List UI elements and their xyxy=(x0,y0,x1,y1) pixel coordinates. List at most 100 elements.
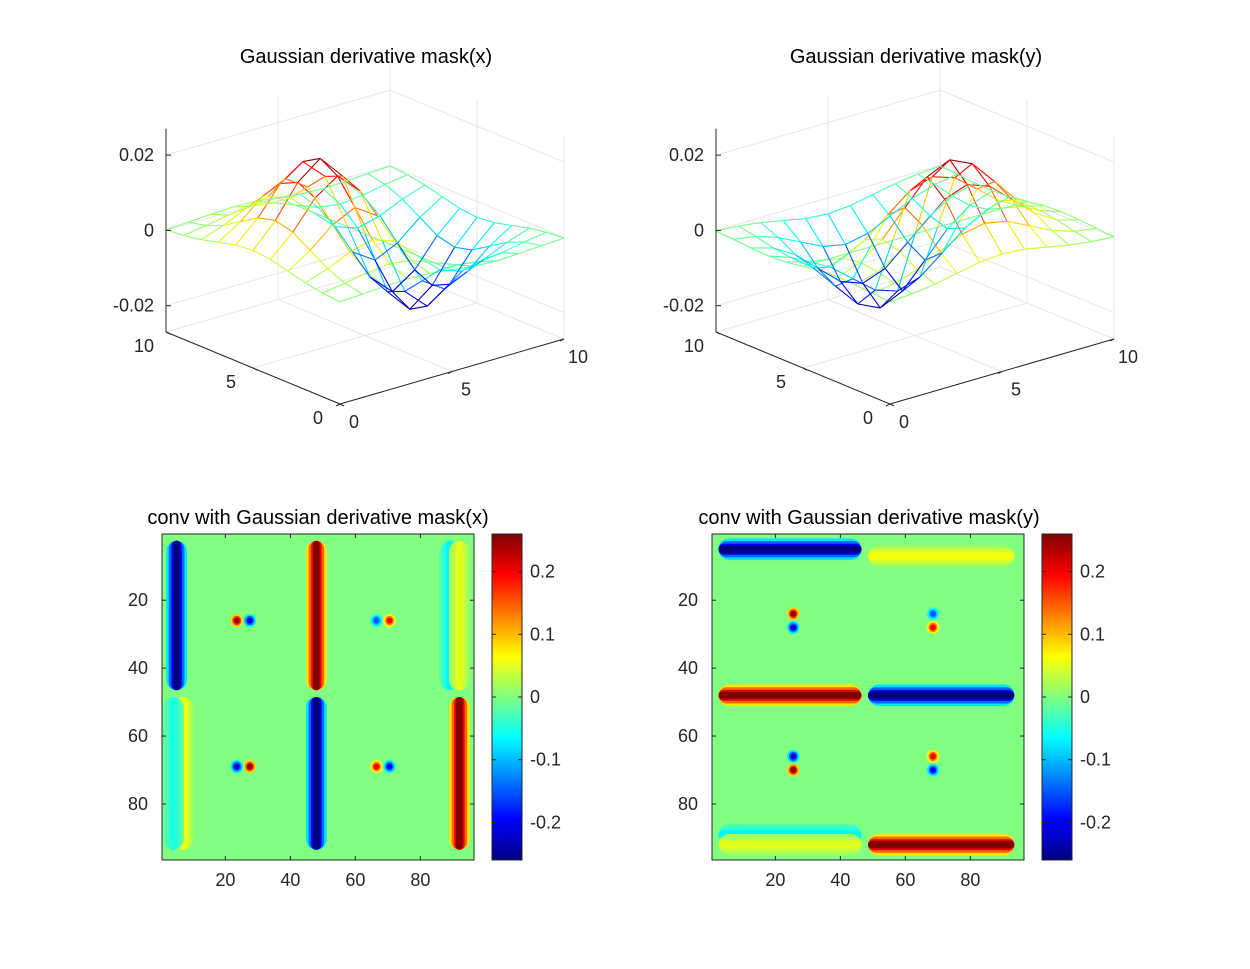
mesh-edge xyxy=(494,222,512,227)
mesh-edge xyxy=(349,239,373,253)
mesh-edge xyxy=(867,233,886,269)
mesh-edge xyxy=(257,183,281,219)
mesh-edge xyxy=(476,216,495,224)
mesh-edge xyxy=(449,271,468,285)
mesh-edge xyxy=(287,249,311,272)
colorbar-tick-label: 0.2 xyxy=(530,562,555,582)
y-tick xyxy=(339,403,345,407)
mesh-edge xyxy=(872,183,896,196)
mesh-edge xyxy=(778,236,801,243)
mesh-edge xyxy=(1096,227,1115,238)
colorbar-tick-label: 0.1 xyxy=(1080,624,1105,644)
mesh-edge xyxy=(979,253,1003,263)
mesh-edge xyxy=(959,213,983,222)
mesh-edge xyxy=(275,219,294,233)
x-tick-label: 80 xyxy=(960,870,980,890)
mesh-edge xyxy=(839,281,859,305)
mesh-edge xyxy=(917,165,941,175)
mesh-edge xyxy=(404,290,428,307)
mesh-edge xyxy=(402,184,426,200)
mesh-edge xyxy=(304,268,328,284)
mesh-edge xyxy=(404,280,423,292)
heatmap-plot-x[interactable]: conv with Gaussian derivative mask(x) 20… xyxy=(128,507,561,890)
mesh-edge xyxy=(407,174,426,186)
mesh-edge xyxy=(466,258,485,273)
mesh-edge xyxy=(362,183,386,196)
plot-title: conv with Gaussian derivative mask(x) xyxy=(147,507,488,529)
mesh-edge xyxy=(917,173,936,185)
mesh-edge xyxy=(1034,212,1057,221)
mesh-edge xyxy=(290,197,314,213)
mesh-edge xyxy=(738,225,757,237)
mesh-edge xyxy=(715,230,734,240)
mesh-edge xyxy=(347,226,371,278)
heatmap-plot-y[interactable]: conv with Gaussian derivative mask(y) 20… xyxy=(678,507,1111,890)
stroke-band xyxy=(313,697,320,850)
mesh-edge xyxy=(290,186,309,199)
z-tick-label: -0.02 xyxy=(663,296,704,316)
mesh-edge xyxy=(969,190,993,206)
x-tick-label: 20 xyxy=(765,870,785,890)
mesh-edge xyxy=(240,217,259,223)
x-tick-label: 5 xyxy=(461,380,471,400)
mesh-edge xyxy=(926,176,946,200)
mesh-edge xyxy=(1004,205,1023,209)
x-tick-label: 5 xyxy=(1011,380,1021,400)
x-tick-label: 40 xyxy=(830,870,850,890)
y-tick xyxy=(715,331,721,335)
mesh-edge xyxy=(934,173,958,185)
tick-labels: 0 5 10 0 5 10 -0.02 0 0.02 xyxy=(113,145,588,432)
mesh-edge xyxy=(384,183,403,200)
mesh-edge xyxy=(984,220,1008,224)
colorbar-tick-label: -0.1 xyxy=(1080,750,1111,770)
mesh-edge xyxy=(317,203,341,208)
stroke-band xyxy=(170,697,177,850)
mesh-edge xyxy=(844,244,864,284)
heatmap-dot xyxy=(383,614,396,628)
mesh-edge xyxy=(292,231,311,251)
mesh-edge xyxy=(837,261,861,278)
y-tick xyxy=(889,403,895,407)
mesh-edge xyxy=(511,224,530,229)
surface-plot-y[interactable]: Gaussian derivative mask(y) 0 5 10 0 5 10 -0.0… xyxy=(663,46,1138,432)
mesh-edge xyxy=(800,241,819,269)
mesh-edge xyxy=(292,197,316,233)
y-tick-label: 0 xyxy=(313,408,323,428)
mesh-edge xyxy=(322,282,346,294)
mesh-edge xyxy=(937,220,960,228)
mesh-edge xyxy=(210,206,234,215)
mesh-edge xyxy=(297,181,316,199)
mesh-edge xyxy=(902,276,921,292)
heatmap-stroke xyxy=(163,697,184,850)
mesh-edge xyxy=(924,252,943,261)
mesh-edge xyxy=(782,220,802,243)
mesh-edge xyxy=(367,272,386,287)
heatmap-axes: 20 40 60 80 20 40 60 80 xyxy=(128,533,475,890)
mesh-edge xyxy=(884,268,904,292)
mesh-edge xyxy=(431,247,456,286)
dot-band xyxy=(246,617,253,624)
mesh-edge xyxy=(971,163,995,183)
heatmap-dot xyxy=(926,620,940,634)
y-tick-label: 5 xyxy=(226,372,236,392)
mesh-edge xyxy=(354,207,378,217)
mesh-edge xyxy=(322,292,341,303)
surface-plot-x[interactable]: Gaussian derivative mask(x) 0 5 10 0 5 10 -0.0… xyxy=(113,46,588,432)
mesh-edge xyxy=(354,207,373,241)
heatmap-dot xyxy=(787,620,800,634)
plot-title: conv with Gaussian derivative mask(y) xyxy=(698,507,1039,529)
x-tick xyxy=(997,371,1003,374)
heatmap-stroke xyxy=(306,540,327,691)
mesh-edge xyxy=(302,161,326,177)
mesh-edge xyxy=(1021,205,1045,207)
mesh-edge xyxy=(402,198,421,218)
mesh-edge xyxy=(484,241,508,260)
mesh-edge xyxy=(894,183,913,199)
mesh-edge xyxy=(337,175,356,208)
mesh-edge xyxy=(984,222,1003,255)
mesh-edge xyxy=(992,190,1010,198)
mesh-edge xyxy=(314,175,338,199)
mesh-edge xyxy=(474,260,497,267)
mesh-edge xyxy=(384,174,408,185)
mesh-edge xyxy=(252,220,276,251)
